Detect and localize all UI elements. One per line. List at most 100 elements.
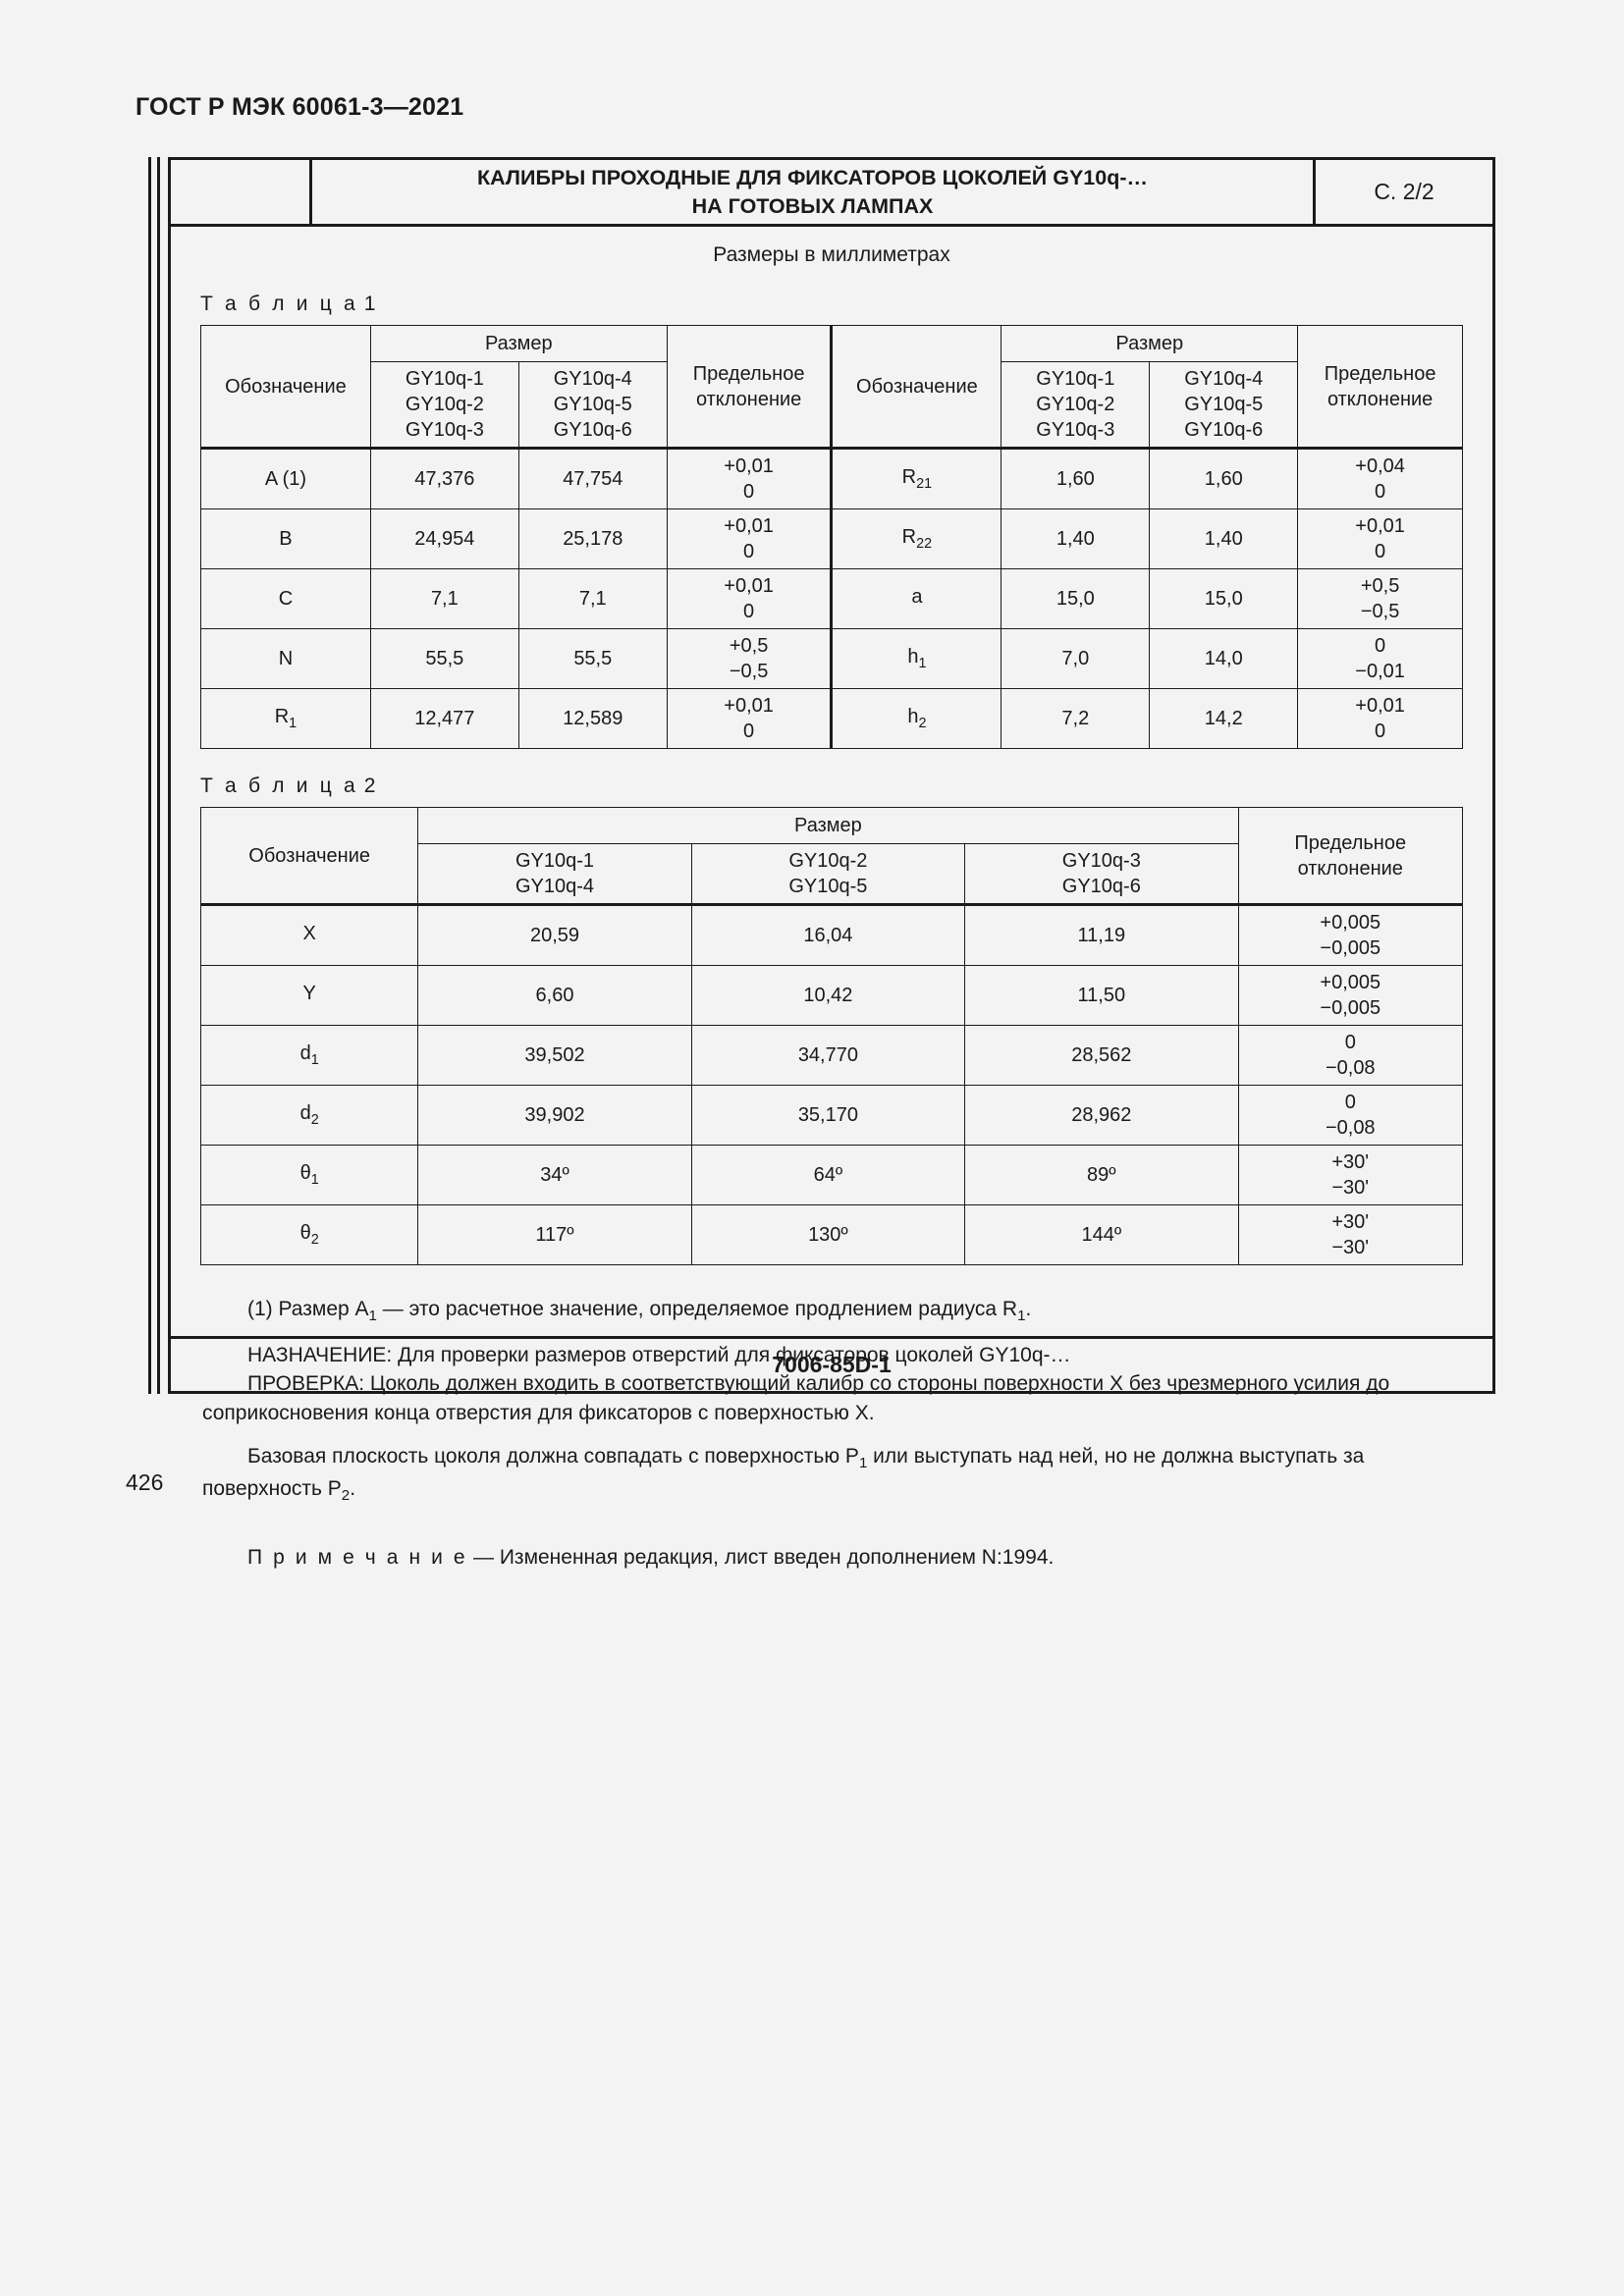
table-row: B 24,954 25,178 +0,01 0 R22 1,40 1,40 +0,… xyxy=(200,508,1463,569)
units-note: Размеры в миллиметрах xyxy=(713,243,950,266)
cell-deviation: +0,01 0 xyxy=(666,508,833,569)
margin-rail-outer xyxy=(148,157,151,1394)
table1-caption-word: Т а б л и ц а xyxy=(200,293,358,315)
sheet-body: Размеры в миллиметрах Т а б л и ц а 1 Об… xyxy=(171,243,1492,1569)
cell-deviation: +0,005 −0,005 xyxy=(1237,903,1464,966)
cell-designation: N xyxy=(200,628,371,689)
cell-size-b: 14,0 xyxy=(1149,628,1299,689)
cell-deviation: +0,04 0 xyxy=(1297,447,1463,509)
table2-caption: Т а б л и ц а 2 xyxy=(200,774,1471,798)
cell-deviation: +30' −30' xyxy=(1237,1145,1464,1205)
cell-size-2: 34,770 xyxy=(690,1025,966,1086)
cell-size-3: 11,19 xyxy=(964,903,1239,966)
cell-designation: R21 xyxy=(830,447,1002,509)
cell-size-a: 47,376 xyxy=(369,447,519,509)
title-left-blank-cell xyxy=(171,160,312,224)
sheet-frame: КАЛИБРЫ ПРОХОДНЫЕ ДЛЯ ФИКСАТОРОВ ЦОКОЛЕЙ… xyxy=(168,157,1495,1569)
margin-rail-inner xyxy=(157,157,160,1394)
title-band: КАЛИБРЫ ПРОХОДНЫЕ ДЛЯ ФИКСАТОРОВ ЦОКОЛЕЙ… xyxy=(171,160,1492,227)
cell-designation: h1 xyxy=(830,628,1002,689)
cell-designation: θ1 xyxy=(199,1145,419,1205)
sheet-code: 7006-85D-1 xyxy=(772,1352,892,1377)
cell-size-a: 7,2 xyxy=(1001,688,1151,749)
cell-size-1: 6,60 xyxy=(417,965,692,1026)
cell-size-3: 89º xyxy=(964,1145,1239,1205)
cell-designation: a xyxy=(830,568,1002,629)
table1-group-b-left: GY10q-4 GY10q-5 GY10q-6 xyxy=(517,361,668,449)
table1-col-size-left: Размер xyxy=(369,325,668,362)
table2-col-size: Размер xyxy=(417,807,1239,844)
cell-size-b: 25,178 xyxy=(517,508,668,569)
standard-sheet: КАЛИБРЫ ПРОХОДНЫЕ ДЛЯ ФИКСАТОРОВ ЦОКОЛЕЙ… xyxy=(148,157,1495,1569)
cell-size-3: 11,50 xyxy=(964,965,1239,1026)
cell-designation: B xyxy=(200,508,371,569)
table-row: d2 39,902 35,170 28,962 0 −0,08 xyxy=(199,1085,1464,1146)
table2-caption-number: 2 xyxy=(363,774,376,797)
table1-header-row-2: GY10q-1 GY10q-2 GY10q-3 GY10q-4 GY10q-5 … xyxy=(201,361,1463,449)
cell-size-1: 39,502 xyxy=(417,1025,692,1086)
cell-size-b: 12,589 xyxy=(517,688,668,749)
cell-size-1: 20,59 xyxy=(417,903,692,966)
footnote-1: (1) Размер A1 — это расчетное значение, … xyxy=(247,1298,1032,1325)
cell-deviation: +0,01 0 xyxy=(1297,508,1463,569)
note-base-plane: Базовая плоскость цоколя должна совпадат… xyxy=(202,1445,1365,1504)
sheet-title: КАЛИБРЫ ПРОХОДНЫЕ ДЛЯ ФИКСАТОРОВ ЦОКОЛЕЙ… xyxy=(312,160,1316,224)
table1: Обозначение Размер Предельное отклонение… xyxy=(200,325,1463,749)
cell-deviation: 0 −0,08 xyxy=(1237,1085,1464,1146)
table2-header-row-1: Обозначение Размер Предельное отклонение xyxy=(199,807,1464,905)
cell-size-3: 144º xyxy=(964,1204,1239,1265)
cell-deviation: 0 −0,08 xyxy=(1237,1025,1464,1086)
table2-col-deviation: Предельное отклонение xyxy=(1237,807,1464,905)
table1-col-designation-right: Обозначение xyxy=(830,325,1002,449)
cell-deviation: +0,01 0 xyxy=(666,688,833,749)
cell-size-b: 15,0 xyxy=(1149,568,1299,629)
cell-size-a: 24,954 xyxy=(369,508,519,569)
cell-designation: R22 xyxy=(830,508,1002,569)
sheet-footer: 7006-85D-1 xyxy=(171,1336,1492,1391)
cell-size-a: 12,477 xyxy=(369,688,519,749)
table2-group-2: GY10q-2 GY10q-5 xyxy=(690,843,966,905)
table2-group-1: GY10q-1 GY10q-4 xyxy=(417,843,692,905)
cell-designation: d2 xyxy=(199,1085,419,1146)
table2-caption-word: Т а б л и ц а xyxy=(200,774,358,797)
table1-group-b-right: GY10q-4 GY10q-5 GY10q-6 xyxy=(1149,361,1299,449)
cell-size-a: 55,5 xyxy=(369,628,519,689)
cell-size-b: 14,2 xyxy=(1149,688,1299,749)
table-row: N 55,5 55,5 +0,5 −0,5 h1 7,0 14,0 0 −0,01 xyxy=(200,628,1463,689)
cell-size-b: 1,40 xyxy=(1149,508,1299,569)
table-row: θ1 34º 64º 89º +30' −30' xyxy=(199,1145,1464,1205)
table-row: C 7,1 7,1 +0,01 0 a 15,0 15,0 +0,5 −0,5 xyxy=(200,568,1463,629)
cell-size-3: 28,962 xyxy=(964,1085,1239,1146)
table-row: A (1) 47,376 47,754 +0,01 0 R21 1,60 1,60… xyxy=(200,447,1463,509)
table1-header-row-1: Обозначение Размер Предельное отклонение… xyxy=(200,325,1463,449)
cell-deviation: +0,5 −0,5 xyxy=(1297,568,1463,629)
cell-deviation: +0,005 −0,005 xyxy=(1237,965,1464,1026)
cell-designation: θ2 xyxy=(199,1204,419,1265)
table1-col-deviation-right: Предельное отклонение xyxy=(1297,325,1463,449)
table-row: θ2 117º 130º 144º +30' −30' xyxy=(199,1204,1464,1265)
table1-col-size-right: Размер xyxy=(1001,325,1299,362)
table2-header-row-2: GY10q-1 GY10q-4 GY10q-2 GY10q-5 xyxy=(201,843,1463,905)
table2-col-designation: Обозначение xyxy=(199,807,419,905)
sheet-title-line1: КАЛИБРЫ ПРОХОДНЫЕ ДЛЯ ФИКСАТОРОВ ЦОКОЛЕЙ… xyxy=(477,166,1148,190)
table-row: d1 39,502 34,770 28,562 0 −0,08 xyxy=(199,1025,1464,1086)
cell-size-2: 130º xyxy=(690,1204,966,1265)
cell-size-1: 39,902 xyxy=(417,1085,692,1146)
table-row: X 20,59 16,04 11,19 +0,005 −0,005 xyxy=(199,903,1464,966)
cell-size-b: 47,754 xyxy=(517,447,668,509)
cell-size-b: 7,1 xyxy=(517,568,668,629)
cell-size-1: 117º xyxy=(417,1204,692,1265)
table1-col-deviation-left: Предельное отклонение xyxy=(666,325,833,449)
cell-size-2: 64º xyxy=(690,1145,966,1205)
cell-designation: X xyxy=(199,903,419,966)
cell-size-a: 7,0 xyxy=(1001,628,1151,689)
note-check: ПРОВЕРКА: Цоколь должен входить в соотве… xyxy=(202,1372,1390,1425)
cell-size-2: 35,170 xyxy=(690,1085,966,1146)
cell-designation: A (1) xyxy=(200,447,371,509)
notes-section: (1) Размер A1 — это расчетное значение, … xyxy=(202,1295,1461,1573)
cell-deviation: +30' −30' xyxy=(1237,1204,1464,1265)
sheet-page-indicator: С. 2/2 xyxy=(1374,179,1435,204)
cell-deviation: +0,01 0 xyxy=(1297,688,1463,749)
cell-size-b: 55,5 xyxy=(517,628,668,689)
cell-size-a: 1,40 xyxy=(1001,508,1151,569)
